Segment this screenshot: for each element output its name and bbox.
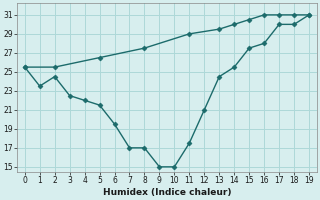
X-axis label: Humidex (Indice chaleur): Humidex (Indice chaleur) [103, 188, 231, 197]
